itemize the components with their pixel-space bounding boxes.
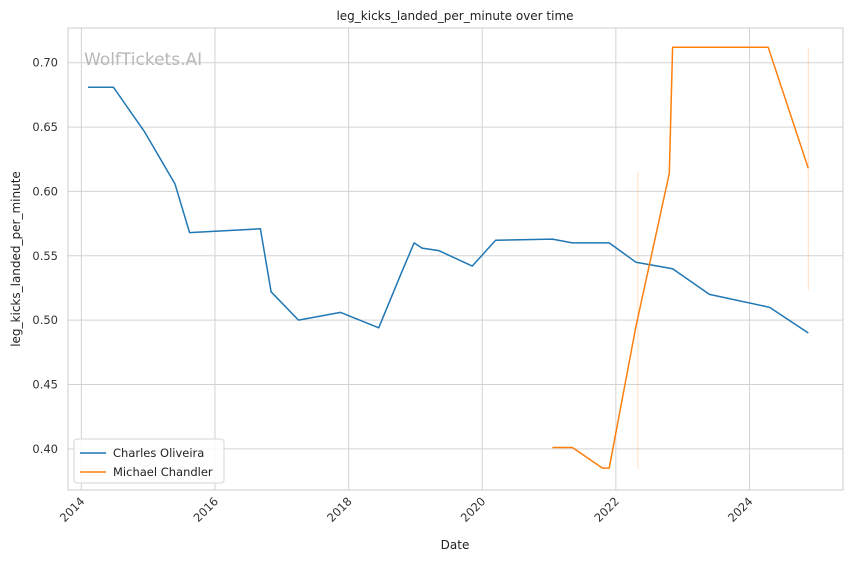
y-tick-label: 0.40: [32, 442, 58, 456]
y-tick-label: 0.45: [32, 377, 58, 391]
plot-frame: [67, 27, 844, 491]
series-line-charles-oliveira: [88, 86, 809, 334]
series-line-michael-chandler: [552, 46, 810, 469]
legend-box: [73, 438, 225, 484]
y-axis-label: leg_kicks_landed_per_minute: [9, 171, 23, 347]
grid: [68, 28, 843, 490]
x-axis-label: Date: [441, 538, 470, 552]
y-tick-label: 0.50: [32, 313, 58, 327]
y-tick-label: 0.70: [32, 56, 58, 70]
chart-title: leg_kicks_landed_per_minute over time: [336, 9, 573, 23]
series-lines: [88, 46, 810, 469]
y-axis-ticks: 0.40 0.45 0.50 0.55 0.60 0.65 0.70: [32, 56, 58, 456]
legend-label-charles-oliveira: Charles Oliveira: [113, 446, 204, 460]
y-tick-label: 0.65: [32, 120, 58, 134]
legend-label-michael-chandler: Michael Chandler: [113, 465, 213, 479]
watermark: WolfTickets.AI: [84, 50, 202, 70]
y-tick-label: 0.55: [32, 249, 58, 263]
legend: Charles Oliveira Michael Chandler: [73, 438, 225, 484]
y-tick-label: 0.60: [32, 184, 58, 198]
